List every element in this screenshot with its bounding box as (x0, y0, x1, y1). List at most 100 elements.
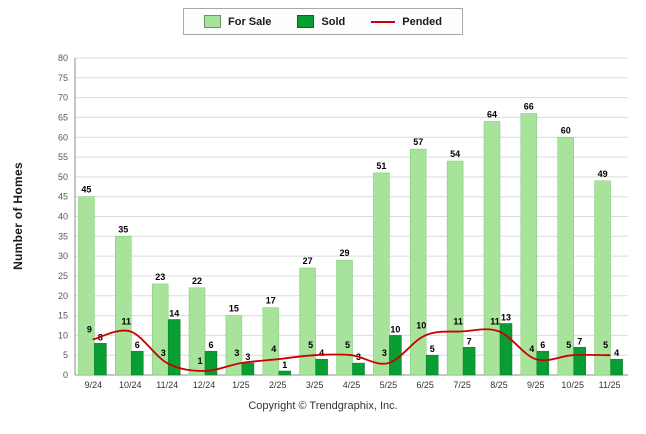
sold-bar (131, 350, 144, 376)
sold-value-label: 5 (430, 344, 435, 354)
sold-bar (167, 319, 181, 376)
x-axis-label: 11/24 (156, 380, 178, 390)
pended-value-label: 9 (87, 324, 92, 334)
pended-value-label: 3 (161, 348, 166, 358)
legend-label-sold: Sold (321, 15, 346, 28)
pended-value-label: 3 (382, 348, 387, 358)
for-sale-value-label: 66 (524, 102, 534, 112)
sold-bar (352, 362, 365, 376)
pended-line (92, 328, 611, 372)
y-tick-label: 60 (58, 132, 68, 142)
y-tick-label: 0 (63, 370, 68, 380)
for-sale-value-label: 51 (376, 161, 386, 171)
for-sale-bar (336, 259, 353, 376)
for-sale-value-label: 54 (450, 149, 460, 159)
sold-bar (573, 347, 586, 376)
sold-bar (315, 358, 328, 376)
x-axis-label: 4/25 (343, 380, 361, 390)
pended-line-swatch-icon (371, 20, 396, 23)
y-tick-label: 75 (58, 73, 68, 83)
x-axis-label: 8/25 (490, 380, 508, 390)
sold-value-label: 1 (282, 360, 287, 370)
for-sale-value-label: 60 (561, 125, 571, 135)
for-sale-value-label: 15 (229, 304, 239, 314)
for-sale-value-label: 27 (303, 256, 313, 266)
legend-label-for-sale: For Sale (228, 15, 272, 28)
for-sale-bar (373, 172, 390, 376)
sold-value-label: 13 (501, 313, 511, 323)
for-sale-value-label: 49 (598, 169, 608, 179)
sold-value-label: 3 (245, 352, 250, 362)
x-axis-label: 7/25 (453, 380, 471, 390)
for-sale-bar (262, 307, 280, 376)
sold-bar (536, 350, 550, 376)
for-sale-bar (520, 113, 538, 376)
for-sale-bar (594, 180, 611, 376)
for-sale-bar (409, 148, 427, 376)
sold-value-label: 14 (169, 309, 179, 319)
x-axis-label: 9/25 (527, 380, 545, 390)
pended-value-label: 1 (197, 356, 202, 366)
sold-bar (425, 354, 439, 376)
x-axis-label: 2/25 (269, 380, 287, 390)
sold-value-label: 10 (390, 324, 400, 334)
x-axis-labels: 9/24 10/24 11/24 12/24 1/25 2/25 3/25 4/25 5/25 6… (85, 380, 621, 390)
pended-value-label: 5 (603, 340, 608, 350)
for-sale-bar (299, 267, 316, 376)
y-tick-label: 5 (63, 350, 68, 360)
for-sale-bar (225, 315, 243, 376)
for-sale-value-label: 23 (155, 272, 165, 282)
for-sale-value-label: 64 (487, 109, 497, 119)
for-sale-bar (115, 236, 132, 376)
pended-value-label: 5 (566, 340, 571, 350)
sold-bar (499, 323, 513, 376)
y-tick-label: 70 (58, 93, 68, 103)
pended-value-label: 3 (234, 348, 239, 358)
y-tick-label: 50 (58, 172, 68, 182)
sold-bar (94, 343, 107, 376)
for-sale-swatch-icon (204, 15, 222, 28)
legend: For Sale Sold Pended (183, 8, 463, 35)
sold-value-label: 4 (614, 348, 619, 358)
x-axis-label: 6/25 (416, 380, 434, 390)
sold-value-label: 6 (135, 340, 140, 350)
sold-value-label: 6 (208, 340, 213, 350)
x-axis-label: 3/25 (306, 380, 324, 390)
for-sale-bar (483, 121, 501, 376)
sold-value-label: 7 (467, 336, 472, 346)
pended-value-label: 5 (308, 340, 313, 350)
x-axis-label: 12/24 (193, 380, 216, 390)
y-tick-label: 10 (58, 330, 68, 340)
legend-item-pended: Pended (371, 16, 442, 28)
x-axis-label: 11/25 (599, 380, 621, 390)
for-sale-value-label: 57 (413, 137, 423, 147)
legend-item-for-sale: For Sale (204, 15, 271, 28)
y-tick-label: 35 (58, 231, 68, 241)
sold-value-label: 4 (319, 348, 324, 358)
y-axis-title: Number of Homes (11, 162, 25, 270)
x-axis-label: 1/25 (232, 380, 250, 390)
pended-value-label: 11 (453, 316, 463, 326)
for-sale-bar (557, 137, 574, 376)
y-tick-label: 65 (58, 112, 68, 122)
x-axis-label: 5/25 (380, 380, 398, 390)
sold-bar (278, 370, 292, 376)
for-sale-value-label: 17 (266, 296, 276, 306)
y-tick-label: 25 (58, 271, 68, 281)
pended-value-label: 11 (490, 316, 500, 326)
for-sale-bar (78, 196, 95, 376)
sold-bar (241, 362, 255, 376)
sold-bar (610, 358, 623, 376)
pended-value-label: 4 (529, 344, 534, 354)
for-sale-value-label: 45 (81, 185, 91, 195)
sold-value-label: 6 (540, 340, 545, 350)
y-tick-label: 80 (58, 53, 68, 63)
x-axis-label: 10/25 (561, 380, 584, 390)
y-tick-label: 55 (58, 152, 68, 162)
for-sale-bar (446, 160, 464, 376)
sold-bar (462, 347, 476, 376)
sold-swatch-icon (297, 15, 315, 28)
y-axis-tick-labels: 0 5 10 15 20 25 30 35 40 45 50 55 60 65 70 75 80 (58, 53, 68, 380)
